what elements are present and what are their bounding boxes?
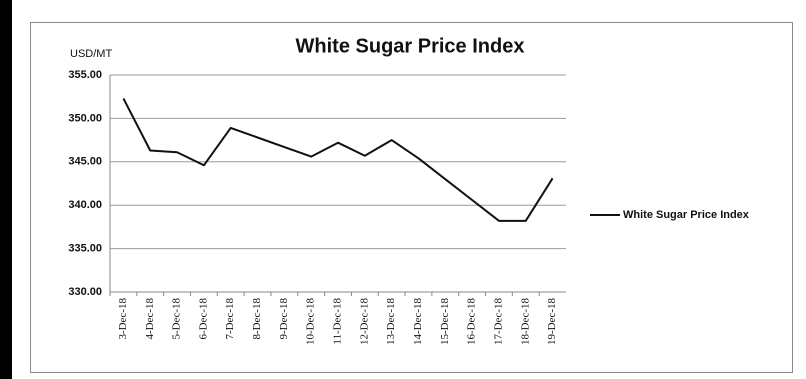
y-tick-label: 355.00 [68,69,102,81]
x-tick-label: 4-Dec-18 [144,298,156,340]
y-tick-label: 335.00 [68,243,102,255]
x-tick-label: 9-Dec-18 [278,298,290,340]
x-tick-label: 11-Dec-18 [332,298,344,345]
y-tick-label: 340.00 [68,199,102,211]
x-tick-label: 13-Dec-18 [385,298,397,346]
x-tick-label: 5-Dec-18 [171,298,183,340]
x-tick-label: 6-Dec-18 [197,298,209,340]
x-tick-label: 15-Dec-18 [439,298,451,346]
y-tick-label: 350.00 [68,112,102,124]
x-tick-label: 12-Dec-18 [358,298,370,346]
x-tick-label: 3-Dec-18 [117,298,129,340]
x-tick-label: 14-Dec-18 [412,298,424,346]
chart-frame [30,22,793,373]
x-tick-label: 7-Dec-18 [224,298,236,340]
x-tick-label: 19-Dec-18 [546,298,558,346]
x-tick-label: 10-Dec-18 [305,298,317,346]
y-tick-label: 345.00 [68,156,102,168]
side-bar [0,0,12,379]
line-series [122,97,554,222]
legend-label: White Sugar Price Index [623,209,750,221]
x-tick-label: 18-Dec-18 [519,298,531,346]
chart-title: White Sugar Price Index [296,35,525,57]
y-axis-label: USD/MT [70,48,112,60]
x-tick-label: 17-Dec-18 [492,298,504,346]
x-tick-label: 16-Dec-18 [466,298,478,346]
x-tick-label: 8-Dec-18 [251,298,263,340]
y-tick-label: 330.00 [68,286,102,298]
